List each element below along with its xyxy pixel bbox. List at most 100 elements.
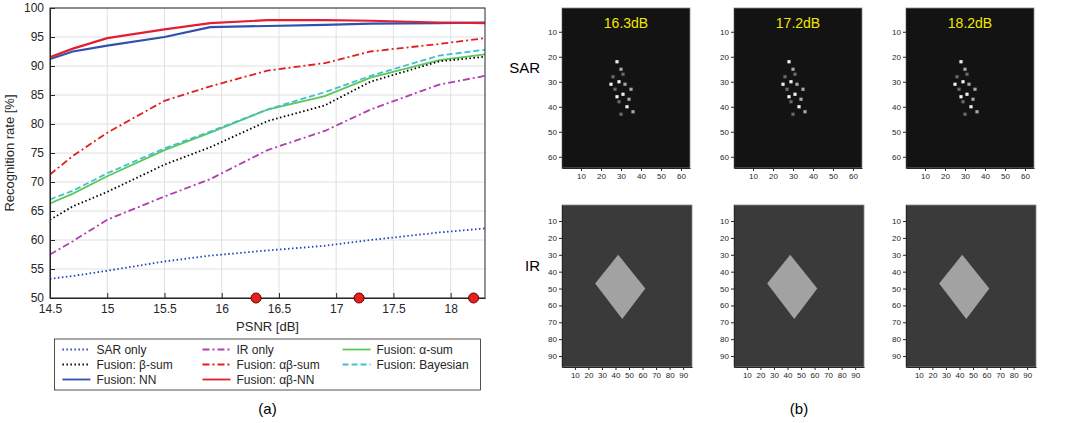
x-tick-mark [581, 168, 582, 171]
x-tick-mark [601, 168, 602, 171]
x-tick: 80 [1010, 367, 1019, 380]
legend-label: Fusion: Bayesian [377, 358, 469, 372]
x-tick-mark [932, 367, 933, 370]
x-tick-mark [919, 367, 920, 370]
x-tick-mark [945, 168, 946, 171]
x-axis-line [907, 367, 1037, 368]
y-tick-label: 20 [892, 53, 901, 62]
y-tick-label: 80 [31, 117, 45, 131]
y-tick-mark [50, 269, 55, 270]
target-speckle [969, 105, 972, 108]
x-tick-mark [107, 293, 108, 298]
target-speckle [615, 60, 618, 63]
x-tick: 30 [770, 367, 779, 380]
image-panel: 102030405060708090102030405060708090 [720, 205, 864, 380]
x-tick-label: 18 [444, 302, 458, 316]
x-tick-mark [1000, 367, 1001, 370]
y-tick-mark [731, 107, 734, 108]
legend-swatch [202, 379, 230, 381]
x-tick-mark [279, 293, 280, 298]
y-tick-label: 80 [548, 335, 557, 344]
x-tick-label: 30 [789, 172, 798, 181]
x-tick-label: 20 [928, 371, 937, 380]
row-label: IR [525, 257, 540, 274]
target-speckle [793, 93, 796, 96]
series-line [50, 57, 485, 220]
x-tick-mark [629, 367, 630, 370]
y-tick: 90 [892, 352, 906, 361]
x-tick-label: 60 [983, 371, 992, 380]
legend-item: IR only [202, 343, 273, 357]
x-tick: 50 [1001, 168, 1010, 181]
x-tick-label: 16.5 [268, 302, 292, 316]
x-tick: 20 [769, 168, 778, 181]
y-grid-line [50, 95, 485, 96]
legend-swatch [202, 349, 230, 351]
y-tick: 50 [720, 285, 734, 294]
x-tick-label: 30 [942, 371, 951, 380]
x-tick-mark [661, 168, 662, 171]
target-speckle [619, 113, 622, 116]
y-tick-label: 20 [548, 53, 557, 62]
x-axis: 102030405060 [907, 168, 1035, 181]
y-tick: 60 [892, 301, 906, 310]
y-tick: 50 [548, 128, 562, 137]
x-tick-label: 80 [838, 371, 847, 380]
target-speckle [961, 80, 964, 83]
y-tick-label: 50 [548, 128, 557, 137]
x-tick: 80 [666, 367, 675, 380]
x-tick-mark [973, 367, 974, 370]
x-tick: 30 [942, 367, 951, 380]
y-tick-mark [559, 157, 562, 158]
image-background [562, 205, 692, 367]
x-tick-label: 10 [577, 172, 586, 181]
highlight-point [251, 293, 261, 303]
y-tick: 30 [720, 251, 734, 260]
y-tick-mark [903, 82, 906, 83]
y-tick-mark [731, 57, 734, 58]
x-tick-label: 90 [851, 371, 860, 380]
y-tick-mark [559, 57, 562, 58]
x-tick-label: 40 [956, 371, 965, 380]
y-tick-label: 75 [31, 146, 45, 160]
y-grid-line [50, 269, 485, 270]
y-axis: 102030405060708090 [892, 206, 906, 368]
x-tick: 10 [571, 367, 580, 380]
x-tick-label: 10 [571, 371, 580, 380]
x-tick: 60 [677, 168, 686, 181]
y-tick-label: 80 [720, 335, 729, 344]
x-tick-label: 50 [1001, 172, 1010, 181]
image-panel: 10203040506010203040506016.3dB [548, 8, 690, 181]
series-line [50, 23, 485, 60]
x-tick-mark [946, 367, 947, 370]
x-tick-label: 16 [216, 302, 230, 316]
x-tick-mark [965, 168, 966, 171]
x-tick-label: 40 [612, 371, 621, 380]
y-axis: 102030405060 [720, 9, 734, 169]
x-axis-line [735, 367, 865, 368]
x-tick: 50 [657, 168, 666, 181]
y-tick-mark [903, 322, 906, 323]
x-tick: 60 [983, 367, 992, 380]
legend-swatch [62, 349, 90, 351]
y-tick-mark [731, 305, 734, 306]
x-axis: 102030405060 [563, 168, 691, 181]
x-tick: 20 [597, 168, 606, 181]
legend-swatch [62, 364, 90, 366]
y-axis-line [734, 9, 735, 169]
y-tick: 90 [720, 352, 734, 361]
y-tick-label: 10 [892, 28, 901, 37]
legend-item: Fusion: αβ-sum [202, 358, 319, 372]
y-tick-label: 80 [892, 335, 901, 344]
y-tick-label: 40 [548, 103, 557, 112]
x-tick-label: 40 [981, 172, 990, 181]
y-tick: 30 [892, 251, 906, 260]
legend-box [54, 339, 480, 390]
y-tick-mark [559, 356, 562, 357]
y-tick-label: 85 [31, 88, 45, 102]
image-frame [734, 205, 864, 367]
legend-item: Fusion: α-sum [343, 343, 453, 357]
y-tick: 60 [548, 153, 562, 162]
y-tick-label: 10 [720, 28, 729, 37]
x-tick-mark [336, 293, 337, 298]
